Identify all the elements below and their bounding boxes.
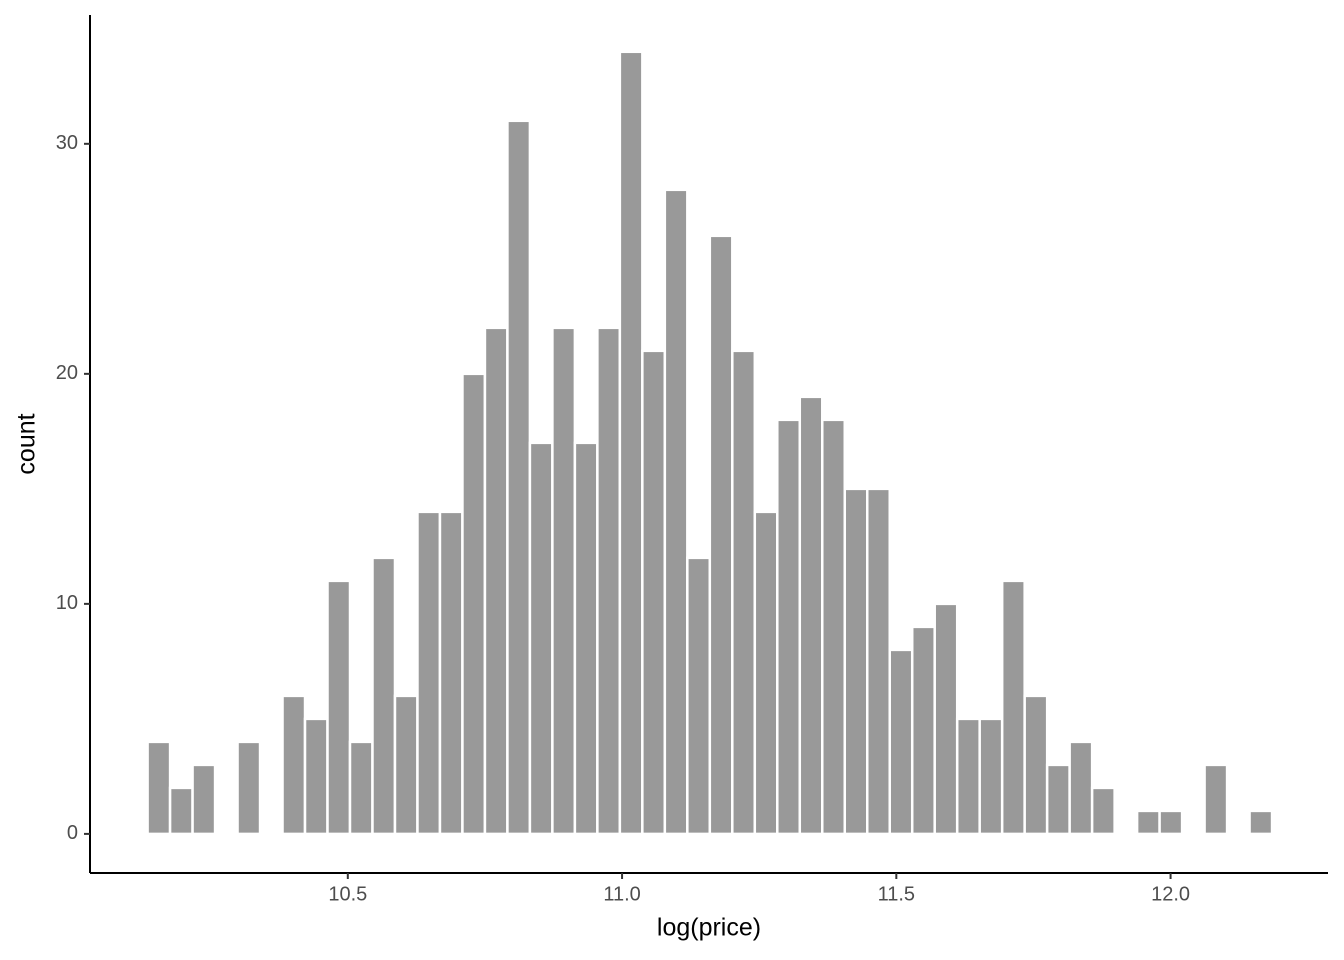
- bar: [798, 395, 824, 836]
- bar: [596, 326, 622, 836]
- bar: [303, 717, 329, 836]
- bar: [438, 510, 464, 836]
- bar: [573, 441, 599, 836]
- bar: [281, 694, 307, 836]
- y-tick-label: 10: [56, 592, 78, 614]
- x-tick-label: 11.0: [603, 883, 640, 905]
- bar: [843, 487, 869, 836]
- bar: [821, 418, 847, 836]
- bar: [1068, 740, 1094, 836]
- bar: [506, 119, 532, 836]
- y-tick-label: 30: [56, 132, 78, 154]
- bar: [865, 487, 891, 836]
- bar: [416, 510, 442, 836]
- y-tick-label: 20: [56, 362, 78, 384]
- x-tick-label: 12.0: [1151, 883, 1190, 905]
- bar: [1045, 763, 1071, 836]
- bar: [371, 556, 397, 836]
- bar: [1000, 579, 1026, 836]
- bar: [461, 372, 487, 836]
- bar: [348, 740, 374, 836]
- bar: [641, 349, 667, 836]
- bar: [955, 717, 981, 836]
- bar: [326, 579, 352, 836]
- bar: [663, 188, 689, 836]
- y-axis-title: count: [13, 413, 41, 474]
- x-axis-title: log(price): [657, 914, 761, 942]
- bar: [776, 418, 802, 836]
- bar: [618, 50, 644, 836]
- bar: [191, 763, 217, 836]
- x-tick-label: 11.5: [878, 883, 915, 905]
- bar: [483, 326, 509, 836]
- bar: [933, 602, 959, 836]
- bar: [910, 625, 936, 836]
- bar: [686, 556, 712, 836]
- bar: [1090, 786, 1116, 836]
- bar: [1023, 694, 1049, 836]
- bar: [236, 740, 262, 836]
- bar: [146, 740, 172, 836]
- bar: [393, 694, 419, 836]
- bar: [551, 326, 577, 836]
- bar: [1135, 809, 1161, 836]
- bar: [708, 234, 734, 836]
- bar: [1203, 763, 1229, 836]
- bar: [1158, 809, 1184, 836]
- y-tick-label: 0: [67, 822, 78, 844]
- bar: [528, 441, 554, 836]
- bar: [978, 717, 1004, 836]
- bar: [168, 786, 194, 836]
- bar: [888, 648, 914, 836]
- bar: [731, 349, 757, 836]
- bar: [1248, 809, 1274, 836]
- bar: [753, 510, 779, 836]
- x-tick-label: 10.5: [328, 883, 367, 905]
